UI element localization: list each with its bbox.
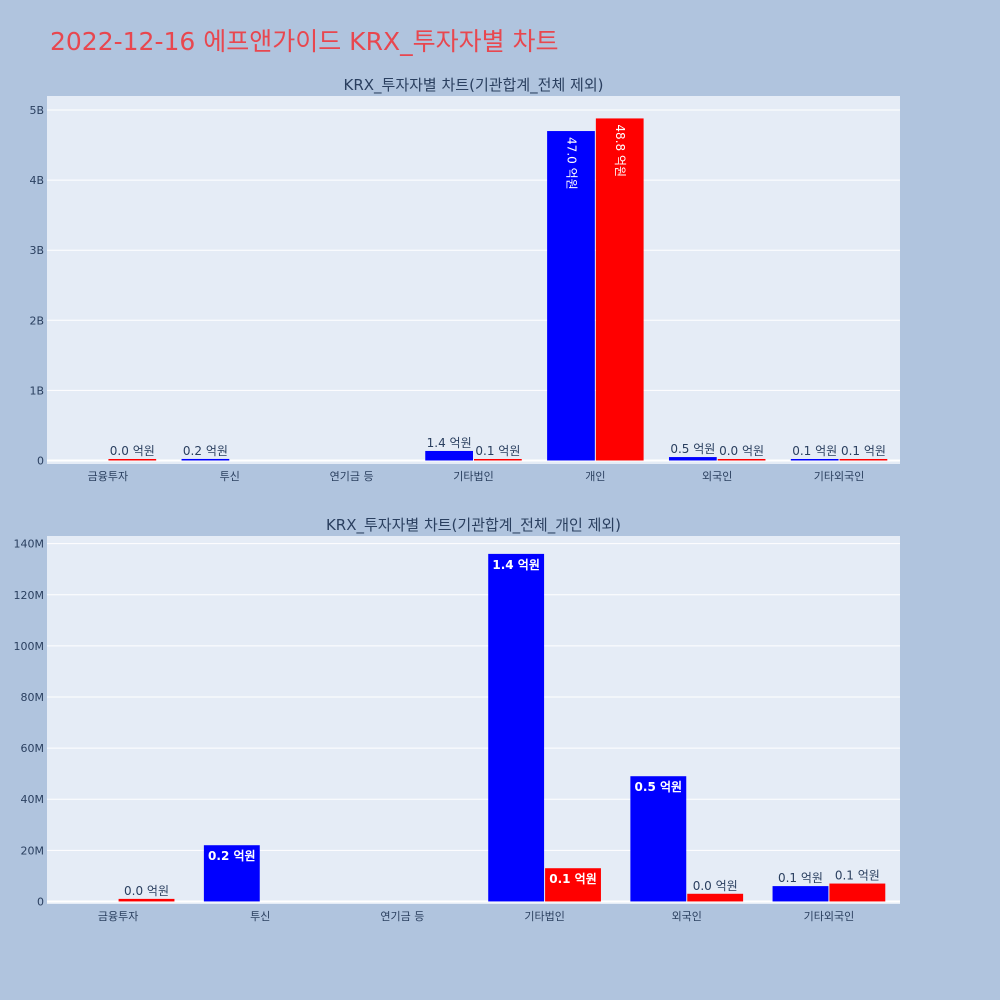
y-tick-label: 100M: [14, 640, 45, 653]
chart-title: KRX_투자자별 차트(기관합계_전체_개인 제외): [326, 516, 621, 535]
bar: [668, 457, 717, 461]
investor-chart-all: KRX_투자자별 차트(기관합계_전체 제외) 0 1B 2B 3B 4B 5B 금융투자 투신…: [29, 76, 900, 483]
investor-chart-excl-individual: KRX_투자자별 차트(기관합계_전체_개인 제외) 0 20M 40M 60M 80M 1…: [14, 516, 900, 923]
bar-data-label: 0.1 억원: [835, 869, 880, 883]
y-tick-label: 1B: [29, 384, 44, 397]
bar-data-label: 0.5 억원: [670, 442, 715, 456]
x-tick-label: 외국인: [672, 910, 702, 923]
bar-data-label: 0.1 억원: [549, 872, 597, 886]
y-tick-label: 20M: [21, 844, 45, 857]
bar-data-label: 0.1 억원: [778, 871, 823, 885]
bar-data-label: 0.5 억원: [635, 780, 683, 794]
bar: [108, 458, 157, 461]
plot-area: [47, 536, 900, 904]
x-tick-label: 개인: [585, 470, 605, 483]
x-tick-label: 연기금 등: [380, 910, 424, 923]
bar: [545, 868, 601, 902]
x-tick-label: 기타외국인: [804, 910, 855, 923]
x-tick-label: 기타법인: [524, 910, 564, 923]
y-tick-label: 5B: [29, 104, 44, 117]
y-tick-label: 3B: [29, 244, 44, 257]
y-tick-label: 40M: [21, 793, 45, 806]
bar-data-label: 0.0 억원: [719, 444, 764, 458]
x-tick-label: 기타법인: [453, 470, 493, 483]
bar-data-label: 0.2 억원: [183, 444, 228, 458]
bar: [595, 118, 644, 461]
bar: [488, 553, 545, 902]
bar-data-label: 0.0 억원: [124, 884, 169, 898]
bar: [425, 450, 473, 461]
x-tick-label: 연기금 등: [330, 470, 374, 483]
bar: [717, 458, 766, 461]
bar-data-label: 0.0 억원: [110, 444, 155, 458]
y-tick-label: 4B: [29, 174, 44, 187]
bar: [474, 458, 522, 461]
bar: [772, 886, 829, 902]
bar: [203, 845, 260, 902]
bar-data-label: 0.2 억원: [208, 849, 256, 863]
bar-data-label: 48.8 억원: [613, 124, 627, 177]
y-tick-label: 120M: [14, 589, 45, 602]
x-tick-label: 금융투자: [88, 470, 128, 483]
x-tick-label: 외국인: [702, 470, 732, 483]
x-tick-label: 기타외국인: [814, 470, 865, 483]
bar: [547, 131, 595, 461]
bar-data-label: 0.1 억원: [475, 444, 520, 458]
y-tick-label: 2B: [29, 314, 44, 327]
y-tick-label: 0: [37, 454, 44, 467]
bar: [181, 458, 230, 461]
bar-data-label: 0.1 억원: [792, 444, 837, 458]
bar-data-label: 0.0 억원: [693, 879, 738, 893]
bar: [630, 776, 687, 902]
x-tick-label: 금융투자: [98, 910, 138, 923]
bar-data-label: 0.1 억원: [841, 444, 886, 458]
bar: [118, 898, 175, 902]
chart-title: KRX_투자자별 차트(기관합계_전체 제외): [344, 76, 604, 95]
plot-area: [47, 96, 900, 464]
bar-data-label: 1.4 억원: [492, 558, 540, 572]
bar: [790, 458, 839, 461]
bar: [829, 883, 886, 902]
bar-data-label: 1.4 억원: [427, 436, 472, 450]
y-tick-label: 0: [37, 895, 44, 908]
y-tick-label: 140M: [14, 538, 45, 551]
bar: [839, 458, 888, 461]
page-title: 2022-12-16 에프앤가이드 KRX_투자자별 차트: [50, 27, 559, 56]
x-tick-label: 투신: [250, 910, 270, 923]
y-tick-label: 80M: [21, 691, 45, 704]
bar: [687, 893, 744, 902]
y-tick-label: 60M: [21, 742, 45, 755]
x-tick-label: 투신: [220, 470, 240, 483]
bar-data-label: 47.0 억원: [564, 137, 578, 190]
